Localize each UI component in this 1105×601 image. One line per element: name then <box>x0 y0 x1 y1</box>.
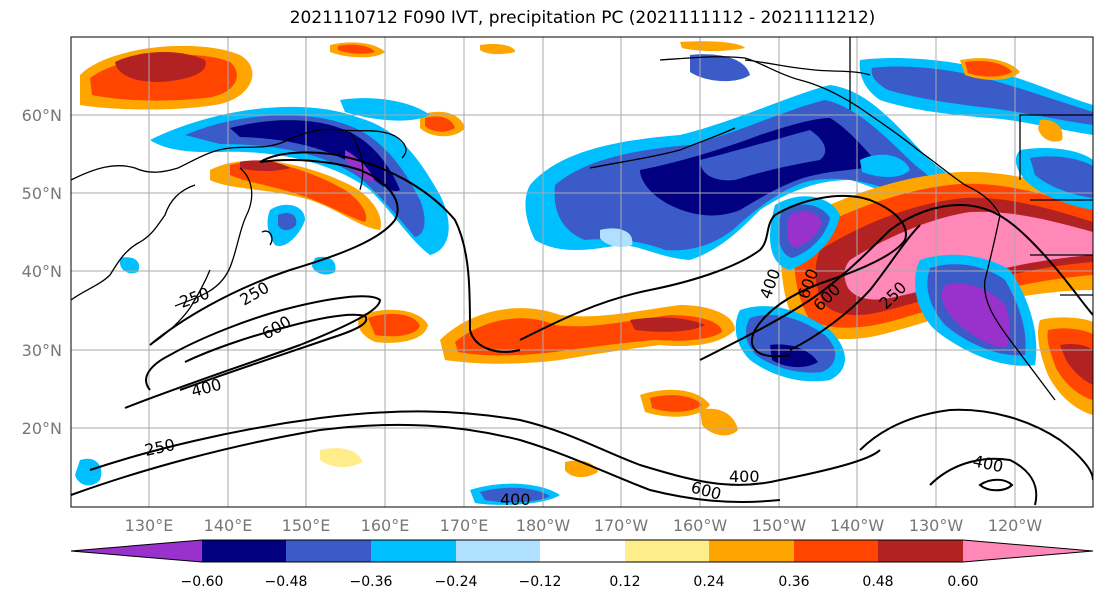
ivt-contours <box>71 151 1093 506</box>
colorbar-swatch <box>625 540 709 562</box>
colorbar-swatch <box>540 540 625 562</box>
colorbar-swatch <box>878 540 963 562</box>
lat-label: 50°N <box>22 184 62 203</box>
colorbar-swatch <box>202 540 286 562</box>
colorbar-tick-label: 0.60 <box>947 574 978 590</box>
colorbar-tick-label: −0.60 <box>181 574 224 590</box>
colorbar-swatch <box>794 540 878 562</box>
lon-label: 180°W <box>516 516 571 535</box>
colorbar-tick-label: 0.48 <box>862 574 893 590</box>
lon-label: 150°E <box>282 516 331 535</box>
lon-label: 130°W <box>909 516 964 535</box>
colorbar-tick-label: −0.12 <box>519 574 562 590</box>
colorbar-swatch <box>456 540 540 562</box>
lon-label: 120°W <box>988 516 1043 535</box>
lon-label: 130°E <box>125 516 174 535</box>
colorbar <box>70 539 1094 563</box>
colorbar-outline <box>70 539 1094 563</box>
colorbar-swatch <box>71 540 202 562</box>
lat-label: 40°N <box>22 262 62 281</box>
lon-label: 140°W <box>830 516 885 535</box>
contour-label: 400 <box>500 490 531 509</box>
colorbar-swatch <box>286 540 371 562</box>
colorbar-tick-label: 0.24 <box>693 574 724 590</box>
colorbar-tick-label: −0.36 <box>350 574 393 590</box>
colorbar-tick-label: 0.36 <box>778 574 809 590</box>
lat-label: 20°N <box>22 419 62 438</box>
contour-label: 400 <box>729 467 760 486</box>
lon-label: 160°E <box>361 516 410 535</box>
latitude-axis: 60°N 50°N 40°N 30°N 20°N <box>22 106 62 438</box>
colorbar-swatch <box>371 540 456 562</box>
colorbar-swatch <box>963 540 1093 562</box>
lon-label: 170°E <box>440 516 489 535</box>
colorbar-labels: −0.60 −0.48 −0.36 −0.24 −0.12 0.12 0.24 … <box>181 574 979 590</box>
coastlines <box>71 37 1093 401</box>
colorbar-tick-label: −0.24 <box>435 574 478 590</box>
colorbar-swatch <box>709 540 794 562</box>
colorbar-tick-label: 0.12 <box>609 574 640 590</box>
map-frame <box>70 36 1094 508</box>
lon-label: 150°W <box>752 516 807 535</box>
longitude-axis: 130°E 140°E 150°E 160°E 170°E 180°W 170°… <box>125 516 1043 535</box>
lat-label: 30°N <box>22 341 62 360</box>
map-title: 2021110712 F090 IVT, precipitation PC (2… <box>289 8 876 28</box>
colorbar-tick-label: −0.48 <box>265 574 308 590</box>
gridlines <box>71 37 1093 507</box>
lon-label: 170°W <box>594 516 649 535</box>
lon-label: 160°W <box>673 516 728 535</box>
lat-label: 60°N <box>22 106 62 125</box>
lon-label: 140°E <box>204 516 253 535</box>
